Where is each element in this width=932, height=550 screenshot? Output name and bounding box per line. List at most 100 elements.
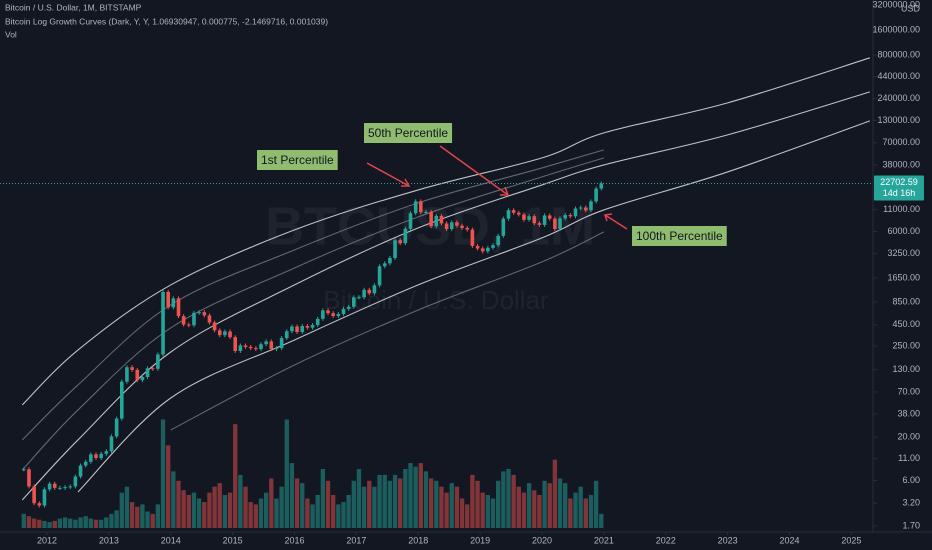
volume-bar <box>114 510 119 528</box>
header-volume: Vol <box>5 29 17 39</box>
candle-body <box>295 326 299 333</box>
volume-bar <box>135 506 140 528</box>
volume-bar <box>109 513 114 528</box>
candle-body <box>573 208 578 217</box>
arrows <box>366 145 628 230</box>
volume-bar <box>356 469 362 528</box>
candle-body <box>372 285 377 294</box>
volume-bar <box>124 486 130 528</box>
candle-body <box>32 486 36 504</box>
volume-bar <box>294 478 300 528</box>
x-tick-label: 2012 <box>37 535 57 545</box>
growth-curve <box>21 57 871 406</box>
volume-bar <box>196 498 202 528</box>
volume-bar <box>459 498 465 528</box>
y-tick-label: 3200000.00 <box>872 0 920 9</box>
watermark-subtitle: Bitcoin / U.S. Dollar <box>323 285 549 315</box>
candle-body <box>429 211 433 227</box>
volume-bar <box>284 419 289 528</box>
axes: 3200000.00 1600000.00 800000.00 440000.00 24… <box>37 0 924 545</box>
volume-bar <box>176 480 181 528</box>
volume-bar <box>248 502 253 528</box>
candle-body <box>290 326 294 332</box>
x-tick-label: 2015 <box>223 535 243 545</box>
y-tick-label: 3.20 <box>902 498 920 508</box>
candle-body <box>114 418 119 437</box>
candle-body <box>63 487 67 489</box>
annotation-box <box>632 226 727 246</box>
candle-body <box>166 291 170 308</box>
volume-bar <box>150 513 155 528</box>
volume-bar <box>423 471 429 528</box>
volume-bar <box>68 518 73 528</box>
volume-bar <box>444 492 449 528</box>
x-tick-label: 2024 <box>779 535 799 545</box>
volume-bar <box>305 498 310 528</box>
y-tick-label: 6000.00 <box>887 226 920 236</box>
volume-bar <box>454 486 460 528</box>
arrow-head <box>401 178 411 187</box>
volume-bar <box>470 474 475 528</box>
candle-body <box>109 436 114 452</box>
volume-bar <box>547 483 552 528</box>
y-tick-label: 1.70 <box>902 520 920 530</box>
y-tick-label: 130000.00 <box>877 115 920 125</box>
volume-bar <box>57 518 63 528</box>
candle-body <box>393 240 397 258</box>
volume-bar <box>269 478 274 528</box>
volume-bar <box>387 480 393 528</box>
candle-body <box>187 324 191 326</box>
candle-body <box>207 315 212 323</box>
volume-bar <box>573 492 578 528</box>
candle-body <box>223 331 227 336</box>
volume-bar <box>279 486 284 528</box>
candle-body <box>176 298 181 317</box>
volume-bar <box>222 494 228 528</box>
annotation-text: 100th Percentile <box>636 229 723 243</box>
candle-body <box>475 245 480 249</box>
countdown: 14d 16h <box>883 188 916 198</box>
candle-body <box>547 215 552 219</box>
volume-bar <box>93 519 99 528</box>
arrow-head <box>604 213 613 222</box>
annotation-text: 50th Percentile <box>368 126 448 140</box>
volume-bar <box>98 519 104 528</box>
volume-bar <box>377 474 382 528</box>
y-tick-label: 240000.00 <box>877 93 920 103</box>
candle-body <box>321 310 325 319</box>
volume-bar <box>26 516 32 528</box>
candle-body <box>491 245 495 248</box>
candle-body <box>419 201 423 213</box>
volume-bar <box>52 520 57 528</box>
candle-body <box>248 346 253 349</box>
volume-bar <box>557 478 563 528</box>
x-tick-label: 2023 <box>718 535 738 545</box>
candle-body <box>460 225 464 228</box>
volume-bar <box>588 494 594 528</box>
volume-bar <box>263 492 269 528</box>
growth-curve <box>21 157 605 471</box>
price-label: 22702.59 <box>880 177 918 187</box>
volume-bar <box>227 492 233 528</box>
volume-bar <box>367 480 372 528</box>
candle-body <box>274 348 279 350</box>
candle-body <box>171 298 176 308</box>
candle-body <box>465 227 470 230</box>
candle-body <box>362 289 366 298</box>
volume-bar <box>449 483 454 528</box>
volume-bar <box>578 486 583 528</box>
candle-body <box>326 310 330 314</box>
candle-body <box>398 240 403 244</box>
volume-bar <box>243 486 248 528</box>
candle-body <box>73 476 78 487</box>
volume-bar <box>403 469 408 528</box>
candle-body <box>254 348 258 350</box>
y-tick-label: 70000.00 <box>882 137 920 147</box>
volume-bar <box>253 504 259 528</box>
volume-bar <box>140 504 145 528</box>
annotation-box <box>364 123 453 143</box>
y-tick-label: 38.00 <box>897 408 920 418</box>
candle-body <box>434 215 439 227</box>
